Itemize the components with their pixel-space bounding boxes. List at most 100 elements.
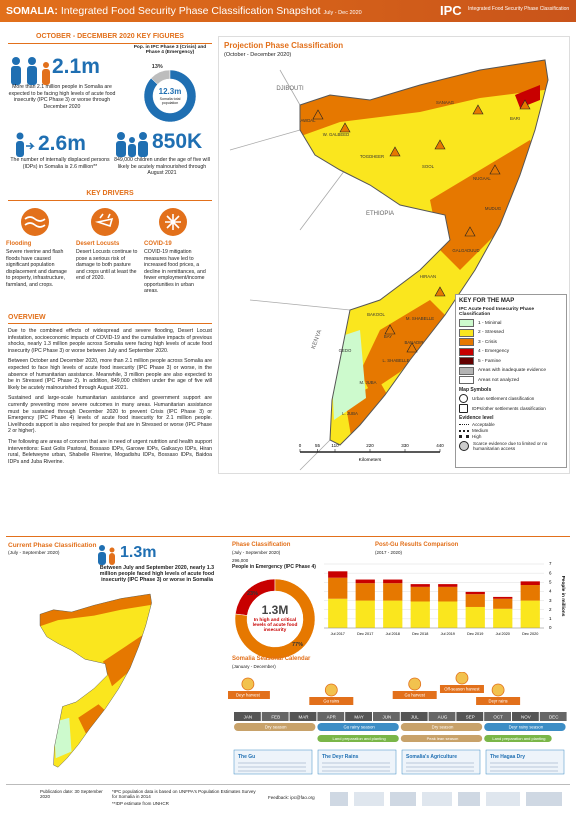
legend-label: Medium (472, 428, 489, 433)
legend-row: 3 - Crisis (459, 338, 563, 346)
current-subtitle: (July - September 2020) (8, 551, 60, 556)
map-layer (39, 593, 152, 768)
event-icon (455, 672, 469, 685)
event-label: Gu rains (323, 699, 339, 704)
legend-label: 4 - Emergency (478, 349, 510, 354)
rect (354, 792, 384, 806)
y-tick-label: 5 (549, 579, 552, 584)
chart-subtitle: (July - September 2020) (232, 550, 281, 555)
place-label: W. GALBEED (323, 132, 350, 137)
rect (11, 66, 21, 85)
y-axis-label: People in millions (560, 576, 566, 617)
season-label: Deyr rainy season (509, 725, 544, 730)
bar-segment (383, 579, 403, 584)
event-icon (491, 683, 505, 697)
place-label: BARI (510, 116, 520, 121)
overview-paragraph: Due to the combined effects of widesprea… (8, 328, 212, 354)
month-label: JUN (383, 715, 392, 720)
driver-name: Desert Locusts (76, 241, 120, 247)
settlement-symbol (434, 139, 446, 150)
legend-row: 2 - Stressed (459, 328, 563, 337)
footnote: **IDP estimate from UNHCR (112, 801, 169, 806)
circle (129, 137, 135, 143)
bar-segment (410, 586, 430, 602)
y-tick-label: 1 (549, 616, 552, 621)
legend-label: 5 - Famine (478, 358, 501, 364)
logo-text: Integrated Food Security Phase Classific… (468, 6, 570, 12)
map-panel (218, 36, 570, 474)
crisis-area (78, 704, 107, 734)
circle (16, 132, 24, 140)
figure-value: 2.6m (38, 132, 86, 155)
note-title: Somalia's Agriculture (406, 754, 457, 760)
logo: IPC (440, 3, 462, 18)
month-label: APR (327, 715, 337, 720)
month-label: OCT (493, 715, 503, 720)
driver-name: COVID-19 (144, 241, 172, 247)
projection-map: DJIBOUTI ETHIOPIA KENYA AWDAL W. GALBEED TOGD… (229, 59, 549, 471)
figure-value: 850K (152, 130, 203, 153)
header-title: SOMALIA: Integrated Food Security Phase … (6, 5, 362, 17)
month-cell (289, 712, 317, 721)
donut-chart: 23% 77% (234, 578, 316, 660)
place-label: L. SHABELLE (383, 358, 410, 363)
bar-segment (465, 594, 485, 607)
place-label: GALGADUUD (452, 248, 479, 253)
icon-circle (21, 208, 49, 236)
feedback: Feedback: ipc@fao.org (268, 795, 315, 800)
month-cell (234, 712, 261, 721)
settlement-symbol (434, 286, 446, 297)
bar-segment (465, 591, 485, 595)
footnote: *IPC population data is based on UNFPA's… (112, 789, 256, 799)
circle (28, 57, 36, 65)
bar-segment (328, 571, 348, 578)
icon-glyph (94, 213, 114, 228)
month-cell (400, 712, 428, 721)
header-bar (0, 0, 576, 22)
legend-row: High (459, 434, 563, 439)
activity-label: Land preparation and planting (333, 736, 386, 741)
event-box (228, 691, 270, 699)
driver-icon (159, 208, 187, 236)
scale-label: 55 (315, 443, 321, 448)
divider (8, 200, 212, 201)
bar-segment (520, 600, 540, 628)
y-tick-label: 0 (549, 625, 552, 630)
month-label: JUL (411, 715, 419, 720)
bar-segment (328, 577, 348, 599)
x-tick-label: Dec 2020 (522, 632, 538, 636)
note-title: The Gu (238, 754, 255, 760)
people-icon (98, 545, 115, 565)
circle (12, 57, 20, 65)
section-title: OVERVIEW (8, 314, 46, 321)
legend-symbol (459, 435, 469, 438)
legend-symbol (459, 404, 468, 413)
figure-text: More than 2.1 million people in Somalia … (8, 84, 116, 110)
activity-bar (400, 735, 483, 742)
country-outline (39, 593, 152, 768)
current-map (39, 593, 152, 768)
legend-label: High (472, 434, 482, 439)
event-box (392, 691, 437, 699)
scale-label: 0 (299, 443, 302, 448)
event-icon (241, 677, 255, 691)
divider (8, 43, 212, 44)
legend-label: Areas with inadequate evidence (478, 368, 547, 373)
driver-name: Flooding (6, 241, 32, 247)
legend-heading: Evidence level (459, 415, 494, 421)
figure-text: The number of internally displaced perso… (10, 157, 110, 170)
scale-label: 220 (366, 443, 374, 448)
x-tick-label: Dec 2018 (412, 632, 428, 636)
place-label: TOGDHEER (360, 154, 384, 159)
bar-segment (410, 601, 430, 628)
legend-label: Areas not analyzed (478, 377, 520, 383)
place-label: AWDAL (300, 118, 316, 123)
map-legend: KEY FOR THE MAP IPC Acute Food Insecurity… (455, 294, 567, 468)
legend-symbol (459, 429, 469, 432)
legend-subtitle: IPC Acute Food Insecurity Phase Classifi… (459, 307, 534, 317)
month-label: MAY (354, 715, 363, 720)
month-label: JAN (244, 715, 253, 720)
annotation-label: People in Emergency (IPC Phase 4) (232, 564, 316, 570)
rect (526, 792, 562, 806)
legend-row: IDPs/other settlements classification (459, 404, 563, 413)
